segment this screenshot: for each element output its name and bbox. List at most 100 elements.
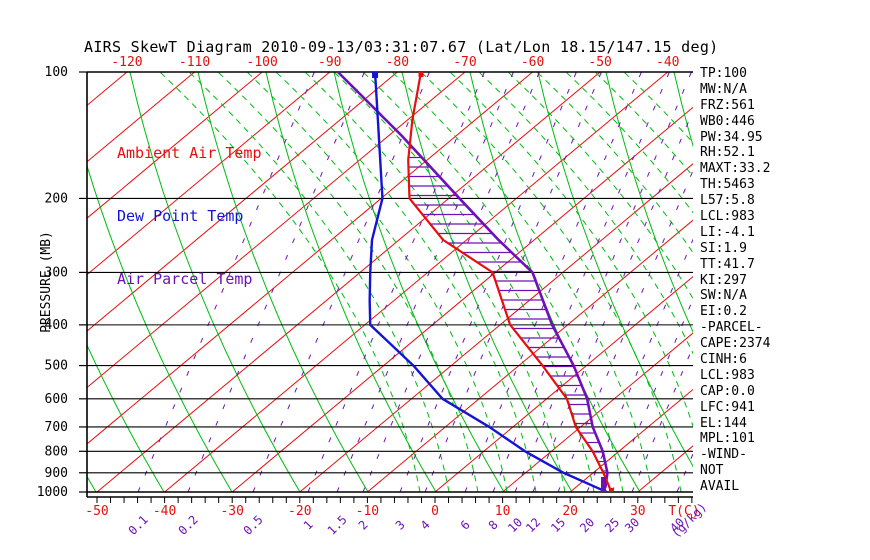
panel-line: NOT (700, 463, 724, 479)
dry-adiabat-line (265, 72, 437, 492)
dry-adiabat-line (129, 72, 301, 492)
isotherm-line (502, 332, 693, 492)
moist-adiabat-line (565, 72, 693, 214)
pressure-tick-label: 100 (45, 65, 68, 80)
dry-adiabat-line (537, 72, 693, 468)
mixing-ratio-tick-label: 4 (418, 518, 433, 533)
mixing-ratio-tick-label: 8 (486, 518, 501, 533)
dry-adiabat-line (87, 164, 233, 492)
panel-line: EL:144 (700, 415, 747, 431)
top-temp-tick-label: -40 (656, 55, 679, 70)
moist-adiabat-line (594, 72, 693, 177)
panel-line: CINH:6 (700, 352, 747, 368)
bottom-temp-tick-label: -30 (220, 504, 243, 519)
mixing-ratio-tick-label: 0.1 (126, 513, 151, 538)
panel-line: LI:-4.1 (700, 224, 755, 240)
top-temp-tick-label: -80 (386, 55, 409, 70)
bottom-temp-tick-label: 0 (431, 504, 439, 519)
mixing-ratio-tick-label: 20 (577, 515, 597, 535)
panel-line: EI:0.2 (700, 304, 747, 320)
dew-point-temp-curve (368, 72, 608, 492)
panel-line: TP:100 (700, 66, 747, 81)
mixing-ratio-tick-label: 12 (523, 515, 543, 535)
mixing-ratio-line (336, 72, 514, 492)
legend-ambient-air-temp: Ambient Air Temp (117, 144, 262, 162)
panel-line: MAXT:33.2 (700, 161, 771, 177)
panel-line: AVAIL (700, 479, 740, 495)
mixing-ratio-line (631, 345, 693, 492)
mixing-ratio-tick-label: 0.2 (176, 513, 201, 538)
moist-adiabat-line (507, 72, 693, 300)
panel-line: RH:52.1 (700, 145, 755, 161)
top-temp-tick-label: -50 (588, 55, 611, 70)
legend-air-parcel-temp: Air Parcel Temp (117, 270, 253, 288)
panel-line: SI:1.9 (700, 240, 747, 256)
mixing-ratio-line (424, 72, 602, 492)
pressure-axis-label: PRESSURE (MB) (39, 231, 54, 333)
isotherm-line (87, 72, 466, 389)
mixing-ratio-line (187, 72, 365, 492)
dry-adiabat-line (401, 72, 573, 492)
panel-line: KI:297 (700, 272, 747, 288)
isotherm-line (87, 72, 533, 445)
temp-unit-label: T(C) (668, 504, 699, 519)
top-temp-tick-label: -120 (111, 55, 142, 70)
dry-adiabat-line (673, 72, 693, 148)
isotherm-line (164, 72, 669, 492)
pressure-tick-label: 800 (45, 444, 68, 459)
mixing-ratio-tick-label: 0.5 (241, 513, 266, 538)
moist-adiabat-line (420, 72, 682, 492)
moist-adiabat-line (623, 72, 693, 144)
moist-adiabat-line (246, 72, 508, 492)
dry-adiabat-line (197, 72, 369, 492)
panel-line: TT:41.7 (700, 256, 755, 272)
chart-title: AIRS SkewT Diagram 2010-09-13/03:31:07.6… (84, 38, 719, 56)
pressure-tick-label: 1000 (37, 485, 68, 500)
panel-line: LFC:941 (700, 399, 755, 415)
moist-adiabat-line (449, 72, 693, 428)
isotherm-line (231, 106, 693, 492)
panel-line: PW:34.95 (700, 129, 763, 145)
top-temp-tick-label: -100 (247, 55, 278, 70)
mixing-ratio-line (532, 109, 693, 492)
legend-dew-point-temp: Dew Point Temp (117, 207, 244, 225)
bottom-temp-tick-label: -50 (85, 504, 108, 519)
isotherm-line (87, 72, 263, 219)
mixing-ratio-line (307, 72, 485, 492)
panel-line: -WIND- (700, 447, 747, 463)
stability-index-panel: TP:100 MW:N/A FRZ:561 WB0:446 PW:34.95 RH:52.… (700, 66, 770, 495)
parcel-bottom-marker (600, 477, 606, 492)
panel-line: L57:5.8 (700, 193, 755, 209)
pressure-tick-label: 500 (45, 359, 68, 374)
moist-adiabat-line (391, 72, 653, 492)
moist-adiabat-line (159, 72, 421, 492)
isotherm-line (87, 72, 331, 276)
bottom-temp-tick-label: 10 (495, 504, 511, 519)
mixing-ratio-line (464, 72, 642, 492)
pressure-tick-label: 900 (45, 466, 68, 481)
mixing-ratio-tick-label: 1.5 (325, 513, 350, 538)
pressure-tick-label: 400 (45, 318, 68, 333)
pressure-tick-label: 300 (45, 265, 68, 280)
bottom-temp-tick-label: -10 (356, 504, 379, 519)
grid-lines (87, 72, 693, 492)
isotherm-line (367, 219, 693, 492)
panel-line: SW:N/A (700, 288, 747, 304)
panel-line: LCL:983 (700, 367, 755, 383)
moist-adiabat-line (217, 72, 479, 492)
ambient-air-temp-curve (407, 72, 613, 492)
bottom-temp-tick-label: 20 (562, 504, 578, 519)
dry-adiabat-line (605, 72, 693, 334)
mixing-ratio-tick-label: 1 (301, 518, 316, 533)
panel-line: CAP:0.0 (700, 383, 755, 399)
mixing-ratio-line (137, 72, 315, 492)
bottom-temp-tick-label: -40 (153, 504, 176, 519)
top-temp-tick-label: -110 (179, 55, 210, 70)
pressure-tick-label: 700 (45, 420, 68, 435)
mixing-ratio-line (362, 72, 540, 492)
mixing-ratio-tick-label: 6 (458, 518, 473, 533)
mixing-ratio-tick-label: 2 (356, 518, 371, 533)
pressure-axis: 100 200 300 400 500 600 700 800 900 1000 PRESSURE … (37, 65, 693, 503)
ambient-top-marker (418, 72, 424, 77)
